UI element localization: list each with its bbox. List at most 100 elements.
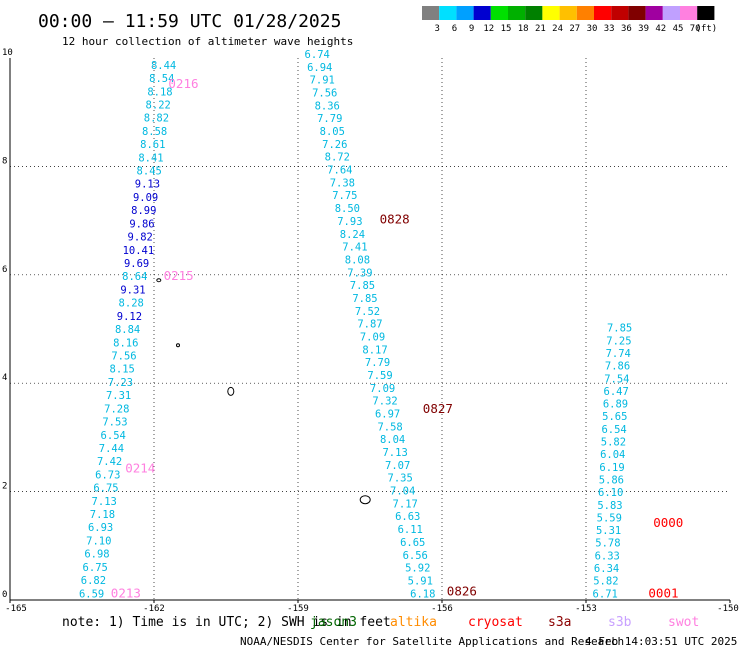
swh-value: 8.36 [315,100,340,112]
swh-value: 7.85 [607,323,632,335]
swh-value: 7.75 [332,190,357,202]
x-tick-label: -165 [5,604,27,614]
swh-value: 9.31 [120,284,145,296]
swh-value: 6.75 [93,483,118,495]
swh-value: 7.56 [111,350,136,362]
x-tick-label: -153 [575,604,597,614]
y-tick-label: 0 [2,590,7,600]
swh-value: 7.91 [310,75,335,87]
swh-value: 8.16 [113,337,138,349]
colorbar-swatch [697,6,715,20]
swh-value: 6.63 [395,511,420,523]
footnote: note: 1) Time is in UTC; 2) SWH is in fe… [62,615,391,630]
swh-value: 7.85 [352,293,377,305]
pass-time-label: 0826 [447,584,477,599]
colorbar-swatch [662,6,680,20]
colorbar-label: 9 [469,24,474,34]
swh-value: 6.65 [400,537,425,549]
x-tick-label: -162 [143,604,165,614]
swh-value: 5.65 [602,411,627,423]
colorbar-label: 3 [434,24,439,34]
swh-value: 6.94 [307,62,332,74]
swh-value: 7.54 [604,373,629,385]
y-tick-label: 2 [2,482,7,492]
colorbar-swatch [645,6,663,20]
swh-value: 6.18 [410,588,435,600]
swh-value: 7.79 [317,113,342,125]
mission-cryosat: cryosat [468,615,523,630]
colorbar-label: 12 [483,24,494,34]
swh-value: 6.33 [595,550,620,562]
swh-value: 9.12 [117,311,142,323]
swh-value: 6.71 [593,588,618,600]
swh-value: 7.93 [337,216,362,228]
swh-value: 8.05 [320,126,345,138]
colorbar-label: 18 [518,24,529,34]
swh-value: 6.82 [81,575,106,587]
colorbar-swatch [628,6,646,20]
swh-value: 8.45 [137,166,162,178]
pass-time-label: 0215 [164,268,194,283]
swh-value: 8.15 [110,364,135,376]
swh-value: 6.54 [101,430,126,442]
mission-s3a: s3a [548,615,571,630]
swh-value: 8.61 [140,139,165,151]
colorbar-label: 30 [587,24,598,34]
swh-value: 6.04 [600,449,625,461]
swh-value: 9.82 [128,232,153,244]
swh-value: 7.39 [347,267,372,279]
colorbar-label: 39 [638,24,649,34]
swh-value: 7.07 [385,460,410,472]
swh-value: 8.22 [146,99,171,111]
swh-value: 9.09 [133,192,158,204]
colorbar-label: 70 [690,24,701,34]
colorbar-swatch [473,6,491,20]
swh-value: 7.56 [312,88,337,100]
colorbar-label: 42 [655,24,666,34]
swh-value: 8.41 [138,152,163,164]
swh-value: 6.59 [79,588,104,600]
swh-value: 6.47 [604,386,629,398]
swh-value: 5.31 [596,525,621,537]
swh-value: 7.10 [86,535,111,547]
y-tick-label: 6 [2,265,7,275]
swh-value: 8.58 [142,126,167,138]
swh-value: 8.04 [380,434,405,446]
swh-value: 7.58 [377,421,402,433]
swh-value: 5.91 [408,575,433,587]
colorbar-label: 45 [673,24,684,34]
swh-value: 6.34 [594,563,619,575]
swh-value: 6.98 [84,549,109,561]
swh-value: 7.87 [357,319,382,331]
swh-value: 5.59 [597,512,622,524]
pass-time-label: 0216 [168,76,198,91]
colorbar-swatch [456,6,474,20]
swh-value: 7.35 [388,473,413,485]
swh-value: 7.13 [92,496,117,508]
pass-time-label: 0828 [380,211,410,226]
island-outline [359,495,371,505]
colorbar-label: 33 [604,24,615,34]
swh-value: 6.56 [403,550,428,562]
swh-value: 5.78 [595,538,620,550]
footer-credit: NOAA/NESDIS Center for Satellite Applica… [240,635,624,648]
colorbar-swatch [611,6,629,20]
swh-value: 8.99 [131,205,156,217]
footer-timestamp: 4 Feb 14:03:51 UTC 2025 [585,635,737,648]
pass-time-label: 0214 [125,461,155,476]
swh-value: 7.31 [106,390,131,402]
swh-value: 6.89 [603,399,628,411]
mission-s3b: s3b [608,615,632,630]
colorbar-swatch [594,6,612,20]
swh-value: 5.92 [405,563,430,575]
swh-value: 7.09 [370,383,395,395]
swh-value: 7.04 [390,486,415,498]
swh-value: 8.28 [119,298,144,310]
mission-altika: altika [390,615,437,630]
colorbar-label: 21 [535,24,546,34]
swh-value: 8.50 [335,203,360,215]
colorbar-legend: 3 6 9 12 15 18 21 24 27 30 33 36 39 42 45 70(ft) [422,6,717,34]
swh-value: 8.84 [115,324,140,336]
swh-value: 7.74 [606,348,631,360]
x-tick-label: -156 [431,604,453,614]
